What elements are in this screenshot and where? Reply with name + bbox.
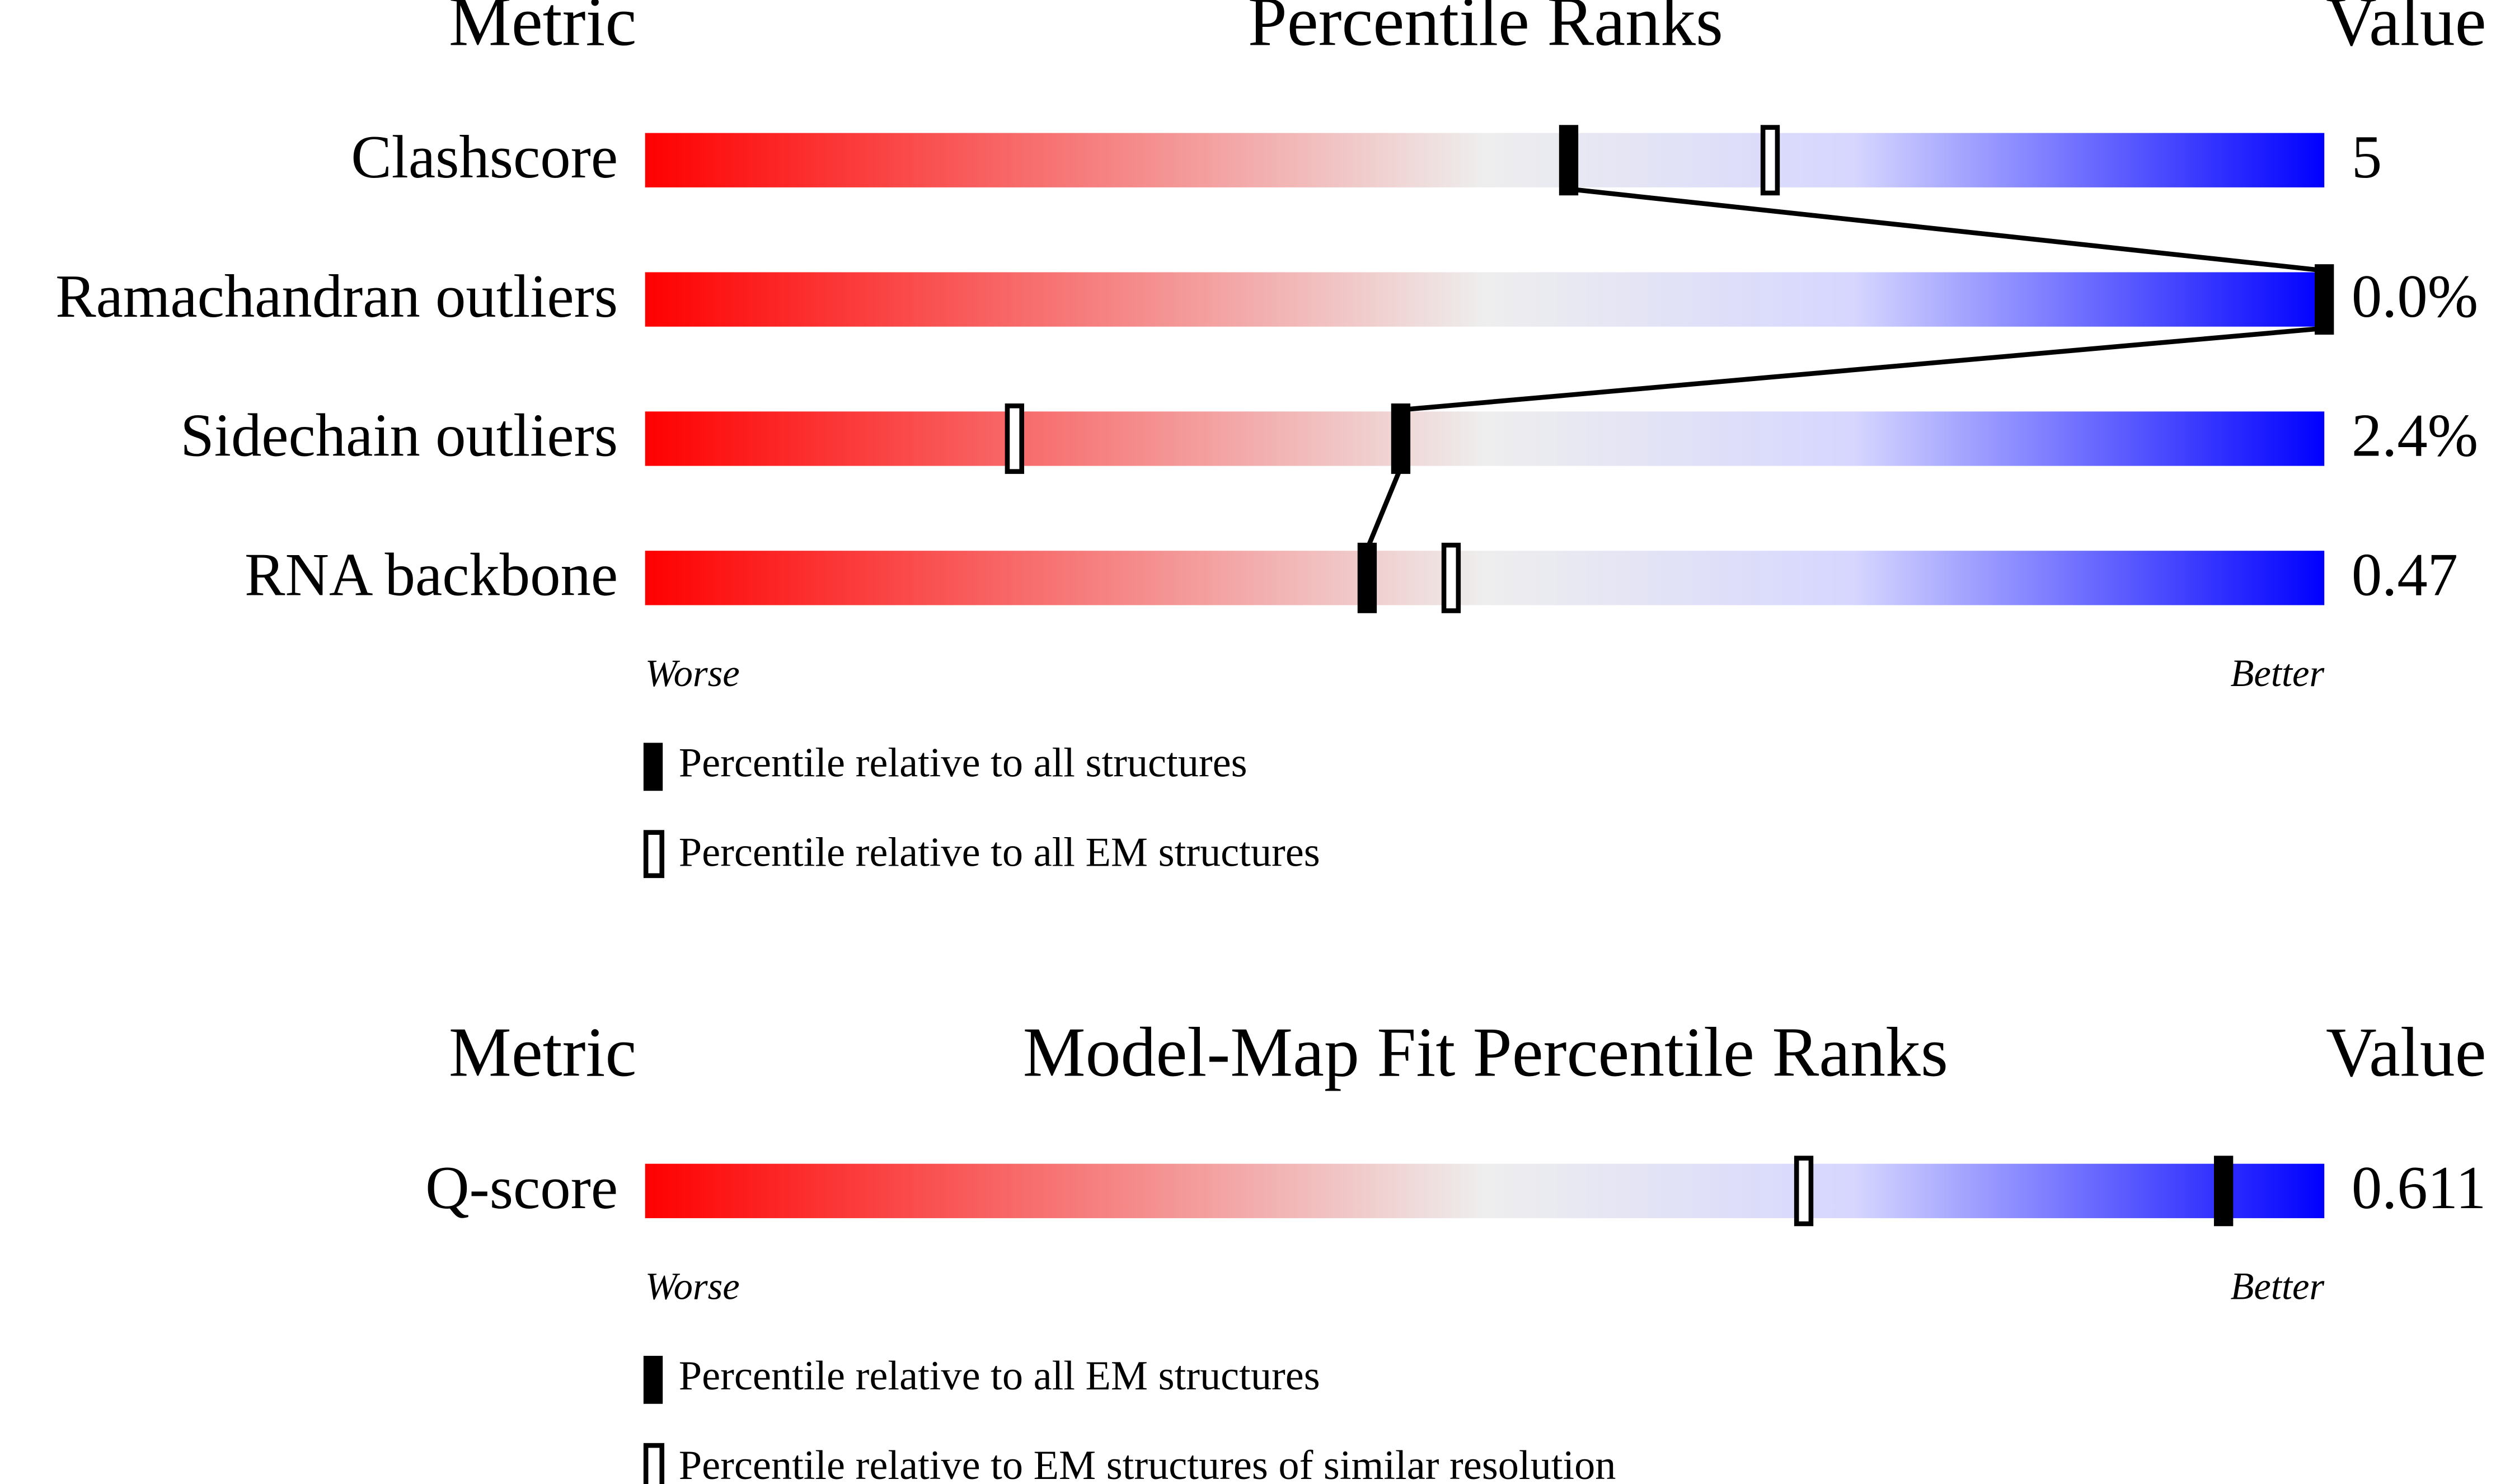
metric-label: RNA backbone xyxy=(245,541,618,608)
legend-swatch xyxy=(643,1355,663,1404)
metric-label: Ramachandran outliers xyxy=(55,262,618,330)
legend-label: Percentile relative to all EM structures xyxy=(679,1353,1320,1399)
marker-filled xyxy=(2315,264,2334,335)
legend-swatch xyxy=(643,743,663,791)
connector xyxy=(1364,466,1403,550)
legend-swatch xyxy=(643,1443,665,1484)
better-label: Better xyxy=(2231,652,2325,694)
marker-hollow xyxy=(1760,125,1780,196)
legend-swatch xyxy=(643,830,665,879)
slider-bar xyxy=(645,272,2325,327)
connector xyxy=(1568,186,2325,273)
metric-value: 0.611 xyxy=(2352,1154,2486,1222)
marker-filled xyxy=(2214,1156,2234,1227)
metric-label: Sidechain outliers xyxy=(180,402,618,469)
metric-label: Clashscore xyxy=(351,123,618,191)
connector xyxy=(1400,326,2325,412)
chart-title: Model-Map Fit Percentile Ranks xyxy=(1023,1014,1948,1092)
metric-value: 5 xyxy=(2352,123,2382,191)
slider-bar xyxy=(645,133,2325,187)
legend-label: Percentile relative to all structures xyxy=(679,740,1247,786)
slider-bar xyxy=(645,1163,2325,1218)
marker-filled xyxy=(1357,542,1377,613)
worse-label: Worse xyxy=(645,1265,740,1307)
metric-header: Metric xyxy=(449,1014,636,1092)
metric-value: 0.0% xyxy=(2352,262,2478,330)
better-label: Better xyxy=(2231,1265,2325,1307)
marker-hollow xyxy=(1441,542,1461,613)
metric-label: Q-score xyxy=(425,1154,618,1222)
slider-bar xyxy=(645,411,2325,466)
value-header: Value xyxy=(2326,1014,2486,1092)
metric-value: 0.47 xyxy=(2352,541,2458,608)
legend-label: Percentile relative to EM structures of … xyxy=(679,1443,1616,1484)
value-header: Value xyxy=(2326,0,2486,61)
worse-label: Worse xyxy=(645,652,740,694)
metric-header: Metric xyxy=(449,0,636,61)
marker-hollow xyxy=(1005,403,1024,474)
marker-filled xyxy=(1391,403,1411,474)
marker-filled xyxy=(1559,125,1579,196)
chart-title: Percentile Ranks xyxy=(1248,0,1723,61)
marker-hollow xyxy=(1794,1156,1814,1227)
slider-bar xyxy=(645,551,2325,605)
metric-value: 2.4% xyxy=(2352,402,2478,469)
legend-label: Percentile relative to all EM structures xyxy=(679,830,1320,876)
